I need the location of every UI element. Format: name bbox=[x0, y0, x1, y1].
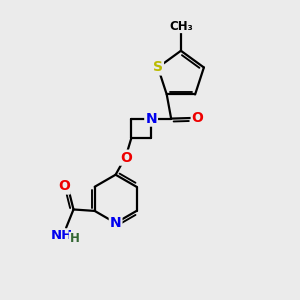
Text: N: N bbox=[145, 112, 157, 126]
Text: H: H bbox=[69, 232, 79, 245]
Text: CH₃: CH₃ bbox=[169, 20, 193, 32]
Text: O: O bbox=[120, 151, 132, 165]
Text: NH₂: NH₂ bbox=[51, 230, 79, 242]
Text: O: O bbox=[192, 111, 204, 125]
Text: O: O bbox=[58, 179, 70, 194]
Text: S: S bbox=[153, 61, 163, 74]
Text: N: N bbox=[110, 216, 122, 230]
